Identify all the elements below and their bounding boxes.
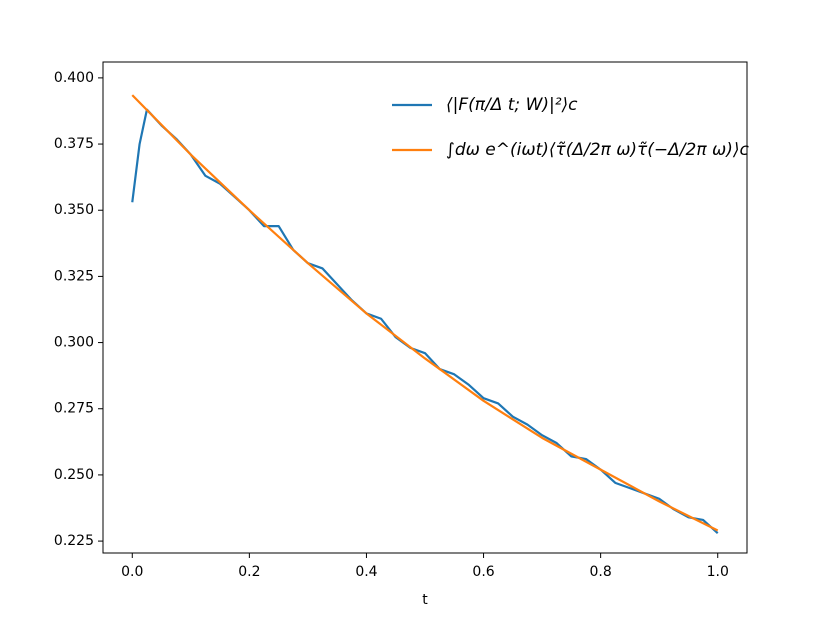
y-tick-label: 0.325 — [54, 268, 94, 284]
data-line — [131, 108, 719, 534]
x-tick-label: 1.0 — [707, 564, 729, 580]
y-tick-label: 0.300 — [54, 335, 94, 351]
axes-frame — [102, 61, 748, 554]
x-tick-label: 0.0 — [121, 564, 143, 580]
y-tick-label: 0.400 — [54, 70, 94, 86]
x-tick-label: 0.4 — [355, 564, 377, 580]
x-tick-label: 0.6 — [472, 564, 494, 580]
x-tick-label: 0.8 — [590, 564, 612, 580]
legend-label: ∫dω e^(iωt)⟨τ̃(Δ/2π ω)τ̃(−Δ/2π ω)⟩c — [446, 140, 749, 160]
data-line — [131, 94, 719, 532]
legend-label: ⟨|F(π/Δ t; W)|²⟩c — [446, 95, 578, 115]
y-tick-label: 0.225 — [54, 533, 94, 549]
x-axis-label: t — [422, 592, 428, 608]
y-tick-label: 0.275 — [54, 401, 94, 417]
y-tick-label: 0.350 — [54, 202, 94, 218]
y-tick-label: 0.375 — [54, 136, 94, 152]
x-tick-label: 0.2 — [238, 564, 260, 580]
y-tick-label: 0.250 — [54, 467, 94, 483]
